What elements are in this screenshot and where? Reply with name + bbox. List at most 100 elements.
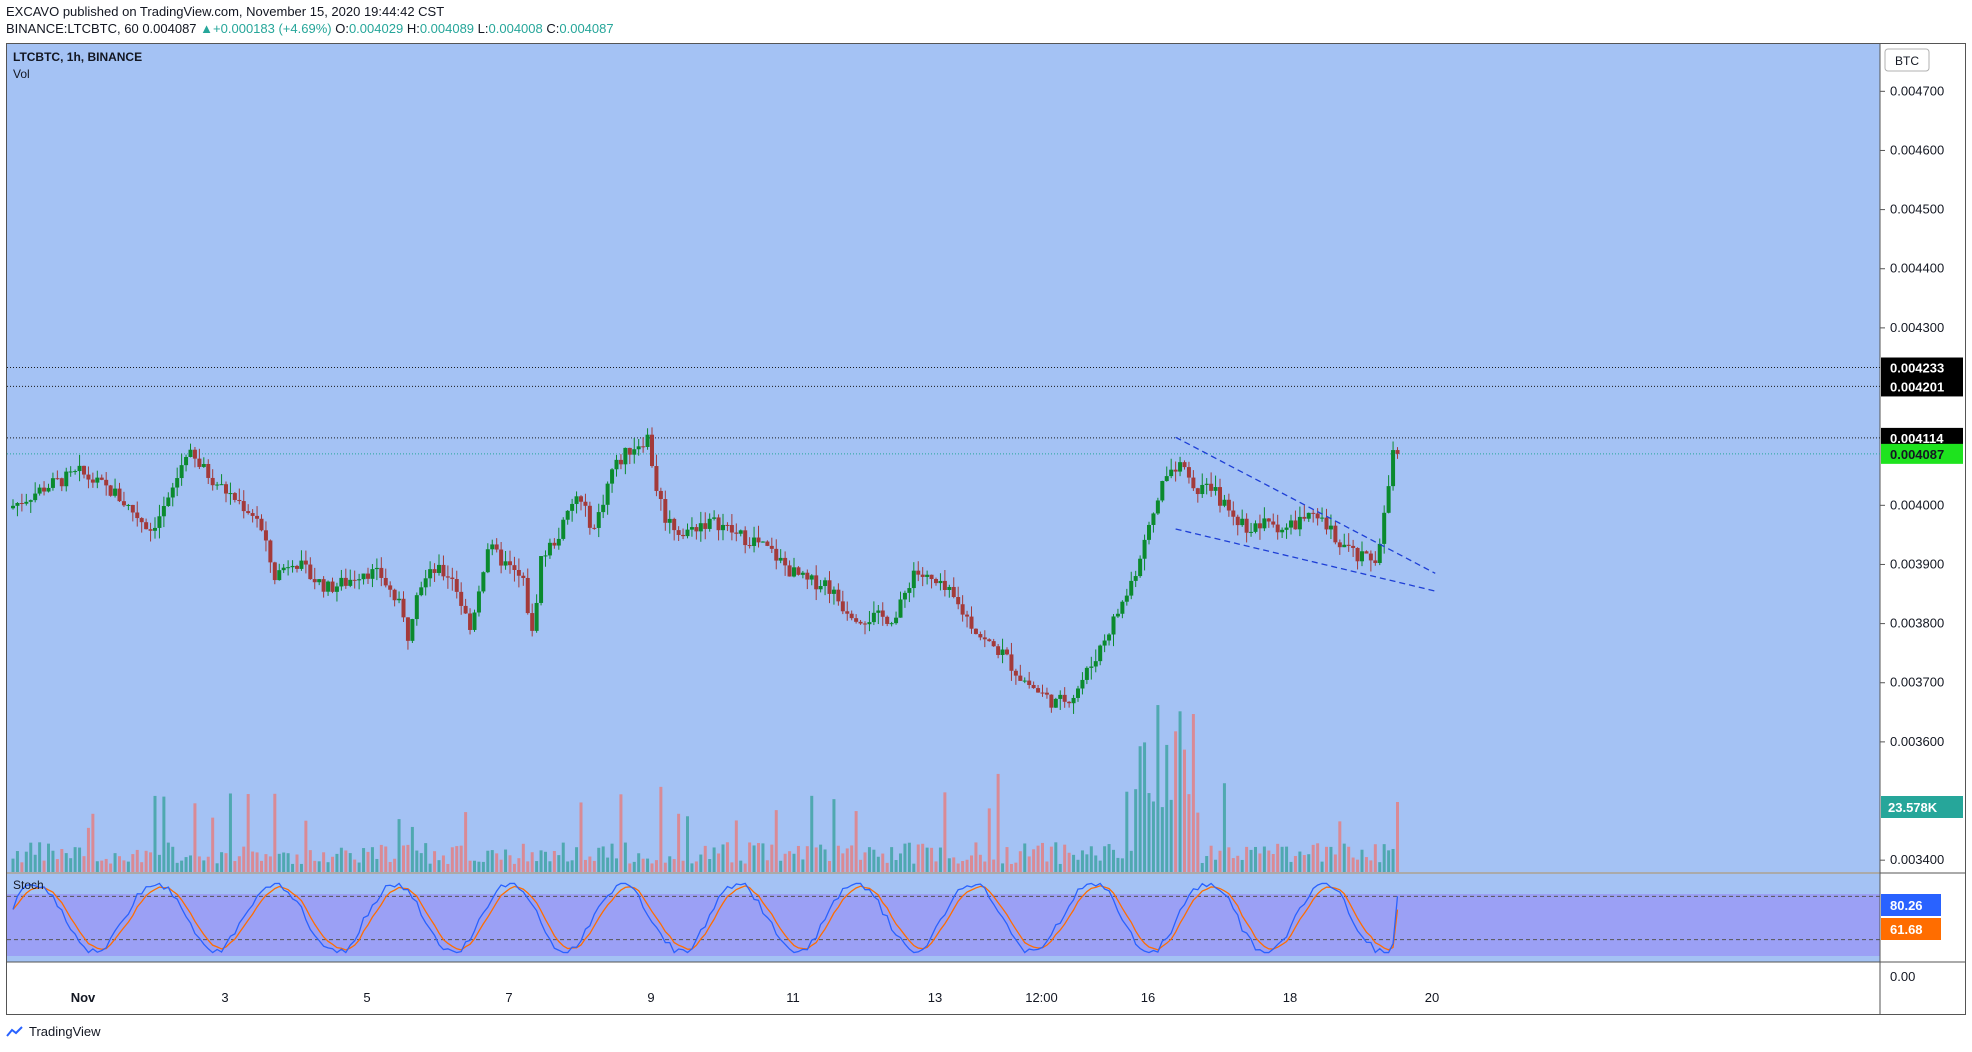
volume-bar	[1023, 843, 1027, 872]
candle-body	[237, 499, 242, 502]
candle-body	[769, 545, 774, 549]
candle-body	[454, 579, 459, 592]
volume-bar	[42, 860, 46, 872]
currency-badge[interactable]	[1884, 48, 1930, 72]
volume-bar	[171, 846, 175, 872]
volume-bar	[823, 849, 827, 872]
candle-body	[809, 575, 814, 580]
candle-body	[232, 493, 237, 500]
candle-body	[885, 616, 890, 624]
volume-bar	[206, 856, 210, 872]
candle-body	[543, 555, 548, 557]
volume-bar	[1307, 854, 1311, 872]
stoch-label-badge	[1881, 918, 1941, 940]
candle-body	[201, 464, 206, 467]
volume-bar	[1032, 849, 1036, 872]
volume-bar	[1089, 846, 1093, 872]
candle-body	[82, 465, 86, 475]
volume-bar	[681, 860, 685, 872]
volume-bar	[717, 853, 721, 872]
volume-bar	[828, 861, 831, 872]
volume-bar	[796, 845, 800, 872]
volume-bar	[1151, 801, 1155, 872]
candle-body	[787, 565, 792, 577]
candle-body	[987, 639, 992, 642]
volume-bar	[1214, 859, 1218, 872]
candle-body	[419, 587, 424, 596]
volume-bar	[104, 858, 108, 872]
volume-bar	[1329, 846, 1333, 872]
volume-bar	[1378, 862, 1382, 872]
candle-body	[1062, 694, 1067, 702]
candle-body	[1289, 520, 1293, 528]
volume-bar	[1160, 807, 1164, 872]
volume-bar	[1369, 860, 1373, 872]
volume-bar	[1356, 859, 1360, 872]
candle-body	[64, 471, 69, 487]
volume-bar	[455, 846, 459, 872]
candle-body	[516, 569, 521, 576]
candle-body	[1000, 649, 1005, 655]
volume-bar	[1116, 857, 1120, 872]
volume-bar	[1364, 857, 1368, 872]
candle-body	[934, 579, 938, 584]
x-tick-label: 20	[1425, 990, 1439, 1005]
volume-bar	[783, 853, 787, 872]
candle-body	[823, 580, 828, 586]
candle-body	[405, 617, 410, 641]
volume-bar	[1191, 714, 1195, 872]
candle-body	[95, 477, 100, 483]
volume-bar	[473, 860, 476, 872]
chart-frame[interactable]: 0.004700 0.004600 0.004500 0.004400 0.004300…	[6, 43, 1966, 1015]
candle-body	[854, 618, 859, 622]
volume-bar	[1041, 842, 1044, 872]
volume-bar	[601, 846, 605, 872]
candle-body	[383, 577, 388, 586]
volume-bar	[1302, 855, 1306, 872]
volume-bar	[69, 858, 73, 872]
candle-body	[357, 579, 362, 581]
candle-body	[1129, 580, 1134, 596]
candle-body	[374, 567, 379, 570]
volume-bar	[1001, 863, 1005, 872]
volume-bar	[402, 845, 405, 872]
price-pane[interactable]	[7, 44, 1880, 872]
volume-bar	[610, 843, 614, 872]
open-label: O:	[335, 21, 349, 36]
candle-body	[1297, 516, 1302, 530]
volume-bar	[899, 853, 902, 872]
volume-bar	[730, 862, 734, 872]
candle-body	[148, 529, 153, 531]
candle-body	[1164, 476, 1169, 482]
candle-body	[942, 580, 947, 591]
volume-bar	[468, 860, 472, 872]
chart-canvas[interactable]: 0.004700 0.004600 0.004500 0.004400 0.004300…	[7, 44, 1965, 1014]
volume-bar	[251, 851, 255, 872]
volume-bar	[956, 863, 960, 872]
volume-bar	[1254, 846, 1257, 872]
candle-body	[1093, 661, 1098, 667]
candle-body	[836, 589, 841, 602]
volume-bar	[379, 844, 383, 872]
volume-bar	[33, 854, 37, 872]
candle-body	[1231, 510, 1236, 517]
candle-body	[654, 466, 659, 491]
x-tick-label: 5	[363, 990, 370, 1005]
candle-body	[1368, 553, 1373, 561]
candle-body	[485, 549, 490, 573]
volume-bar	[197, 856, 201, 872]
volume-bar	[122, 860, 126, 872]
volume-bar	[317, 861, 321, 872]
volume-bar	[570, 860, 574, 872]
candle-body	[308, 564, 313, 580]
volume-bar	[15, 851, 19, 872]
volume-bar	[814, 847, 818, 872]
candle-body	[352, 579, 357, 581]
candle-body	[246, 511, 251, 514]
candle-body	[703, 523, 708, 529]
stoch-legend: Stoch	[13, 878, 44, 892]
candle-body	[55, 478, 60, 480]
candle-body	[960, 604, 965, 615]
volume-bar	[144, 850, 148, 872]
volume-bar	[1240, 859, 1244, 872]
